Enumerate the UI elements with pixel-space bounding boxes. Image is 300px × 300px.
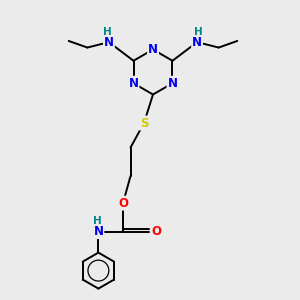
Text: N: N: [128, 77, 139, 90]
Text: O: O: [151, 225, 161, 238]
Text: N: N: [192, 36, 202, 49]
Text: N: N: [104, 36, 114, 49]
Text: H: H: [93, 216, 102, 226]
Text: H: H: [194, 27, 203, 37]
Text: N: N: [148, 43, 158, 56]
Text: N: N: [93, 225, 103, 238]
Text: N: N: [167, 77, 178, 90]
Text: H: H: [103, 27, 112, 37]
Text: O: O: [118, 196, 128, 210]
Text: S: S: [140, 116, 148, 130]
